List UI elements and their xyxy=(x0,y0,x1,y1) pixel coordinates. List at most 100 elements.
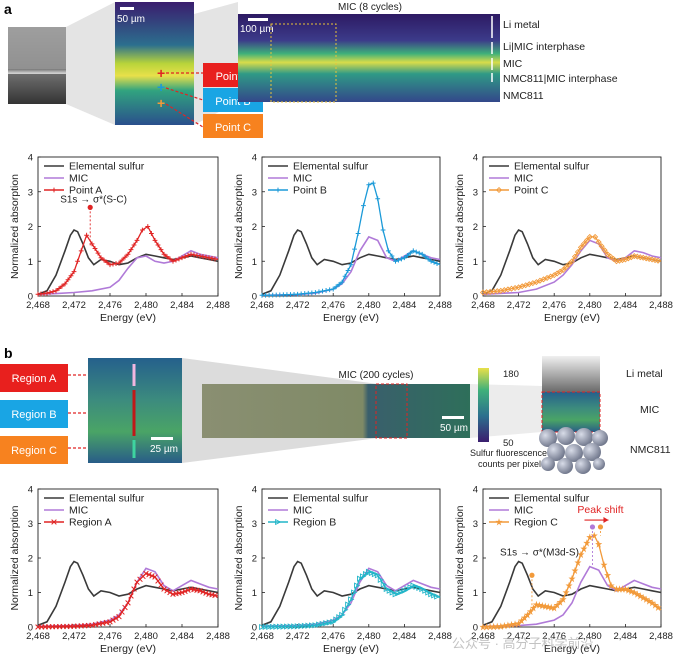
data-point xyxy=(305,622,312,629)
data-point xyxy=(362,570,370,578)
legend-entry: Region C xyxy=(514,517,558,529)
data-point xyxy=(104,260,110,265)
series-line xyxy=(482,534,662,628)
data-point xyxy=(200,589,206,595)
data-point xyxy=(600,561,608,569)
data-point xyxy=(330,618,337,625)
data-point xyxy=(92,246,98,251)
x-axis-label: Energy (eV) xyxy=(544,312,600,324)
data-point xyxy=(131,242,137,248)
data-point xyxy=(167,589,173,596)
y-tick-label: 3 xyxy=(28,519,33,530)
x-axis-label: Energy (eV) xyxy=(323,312,379,324)
data-point xyxy=(155,578,161,584)
scale-label-large: 100 µm xyxy=(240,24,274,35)
colorbar-min: 50 xyxy=(503,438,514,449)
annotation-dot xyxy=(87,204,93,210)
colorbar: 180 50 Sulfur fluorescence counts per pi… xyxy=(470,368,547,469)
data-point xyxy=(583,539,591,547)
region-a-box xyxy=(0,364,68,392)
data-point xyxy=(559,595,567,603)
data-point xyxy=(607,253,614,260)
data-point xyxy=(333,284,339,290)
y-axis-label: Normalized absorption xyxy=(233,505,245,610)
data-point xyxy=(125,251,131,257)
x-tick-label: 2,472 xyxy=(286,631,310,642)
y-tick-label: 2 xyxy=(28,222,33,233)
legend-entry: Elemental sulfur xyxy=(514,493,590,505)
data-point xyxy=(479,623,487,631)
data-point xyxy=(212,256,218,262)
y-tick-label: 1 xyxy=(473,588,478,599)
data-point xyxy=(131,586,137,592)
data-point xyxy=(348,262,354,268)
data-point xyxy=(500,621,508,630)
data-point xyxy=(152,574,158,580)
data-point xyxy=(393,258,398,264)
x-tick-label: 2,472 xyxy=(62,300,86,311)
data-point xyxy=(348,596,355,603)
y-tick-label: 1 xyxy=(252,588,257,599)
data-point xyxy=(170,258,176,264)
data-point xyxy=(44,290,50,296)
data-point xyxy=(113,261,119,266)
x-axis-label: Energy (eV) xyxy=(544,643,600,655)
data-point xyxy=(164,254,170,260)
data-point xyxy=(595,239,602,246)
data-point xyxy=(553,601,561,609)
data-point xyxy=(389,589,396,596)
layer-label: Li|MIC interphase xyxy=(503,41,585,53)
data-point xyxy=(425,589,432,596)
x-tick-label: 2,472 xyxy=(62,631,86,642)
legend-entry: MIC xyxy=(69,505,89,517)
data-point xyxy=(385,248,391,254)
data-point xyxy=(336,282,342,287)
data-point xyxy=(490,622,498,631)
data-point xyxy=(262,623,269,631)
legend-entry: MIC xyxy=(293,173,313,185)
data-point xyxy=(532,600,540,609)
data-point xyxy=(161,251,167,257)
y-tick-label: 4 xyxy=(473,153,478,164)
plot-frame xyxy=(261,488,441,628)
x-tick-label: 2,480 xyxy=(357,300,381,311)
region-b-label: Region B xyxy=(11,409,56,421)
data-point xyxy=(360,573,367,580)
x-tick-label: 2,488 xyxy=(649,300,673,311)
data-point xyxy=(526,607,534,616)
data-point xyxy=(342,273,348,279)
data-point xyxy=(622,256,629,263)
x-tick-label: 2,468 xyxy=(26,631,50,642)
data-point xyxy=(386,587,393,594)
data-point xyxy=(495,518,503,526)
data-point xyxy=(607,581,615,590)
y-tick-label: 0 xyxy=(252,623,257,634)
data-point xyxy=(389,253,395,259)
data-point xyxy=(339,611,346,619)
data-point xyxy=(431,592,438,599)
x-tick-label: 2,476 xyxy=(98,300,122,311)
y-axis-label: Normalized absorption xyxy=(233,174,245,279)
data-point xyxy=(134,238,140,243)
data-point xyxy=(319,620,326,628)
data-point xyxy=(167,256,173,262)
plot-frame xyxy=(261,156,441,297)
x-axis-label: Energy (eV) xyxy=(100,643,156,655)
data-point xyxy=(592,233,599,240)
legend-entry: Region B xyxy=(293,517,336,529)
x-tick-label: 2,480 xyxy=(134,631,158,642)
colorbar-max: 180 xyxy=(503,369,519,380)
data-point xyxy=(65,277,71,283)
data-point xyxy=(113,615,119,622)
series-line xyxy=(482,565,662,628)
data-point xyxy=(197,588,203,594)
data-point xyxy=(604,571,612,579)
y-tick-label: 4 xyxy=(252,153,257,164)
data-point xyxy=(326,619,334,626)
data-point xyxy=(586,533,594,541)
data-point xyxy=(291,623,298,630)
scale-label-zoom: 25 µm xyxy=(150,444,178,455)
data-point xyxy=(538,601,546,610)
legend-entry: Elemental sulfur xyxy=(514,161,590,173)
data-point xyxy=(374,572,382,579)
